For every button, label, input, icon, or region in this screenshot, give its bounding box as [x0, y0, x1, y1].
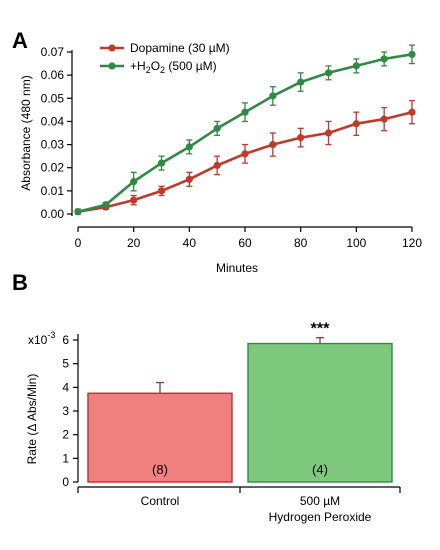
legend-marker [108, 62, 116, 70]
data-point [185, 143, 193, 151]
b-category-label: Control [141, 494, 180, 508]
b-y-tick-label: 3 [62, 404, 69, 418]
panel-a-label: A [12, 28, 28, 53]
a-y-tick-label: 0.01 [41, 184, 65, 198]
data-point [130, 178, 138, 186]
bar-n-label: (4) [312, 462, 328, 477]
b-category-label: Hydrogen Peroxide [269, 510, 372, 524]
b-y-tick-label: 5 [62, 357, 69, 371]
a-y-tick-label: 0.04 [41, 114, 65, 128]
a-y-tick-label: 0.05 [41, 91, 65, 105]
a-y-tick-label: 0.03 [41, 138, 65, 152]
b-category-label: 500 µM [300, 494, 340, 508]
data-point [213, 161, 221, 169]
legend-label: Dopamine (30 µM) [130, 41, 230, 55]
a-x-tick-label: 20 [127, 236, 141, 250]
data-point [185, 175, 193, 183]
series-line [77, 53, 413, 213]
bar [87, 392, 233, 483]
bar-n-label: (8) [152, 462, 168, 477]
b-y-tick-label: 2 [62, 428, 69, 442]
data-point [102, 201, 110, 209]
b-y-tick-label: 4 [62, 380, 69, 394]
data-point [157, 187, 166, 195]
data-point [408, 108, 416, 116]
chart-a: Absorbance (480 nm) Minutes 0.00 0.01 0.02… [19, 41, 422, 275]
a-x-tick-label: 40 [183, 236, 197, 250]
data-point [269, 92, 277, 100]
a-y-tick-label: 0.06 [41, 68, 65, 82]
data-point [213, 124, 221, 132]
data-point [241, 108, 249, 116]
data-point [297, 78, 305, 86]
a-x-tick-label: 100 [346, 236, 366, 250]
a-x-tick-label: 60 [238, 236, 252, 250]
data-point [352, 62, 360, 70]
b-y-tick-label: 6 [62, 333, 69, 347]
a-y-tick-label: 0.02 [41, 161, 65, 175]
a-x-tick-label: 0 [75, 236, 82, 250]
a-x-tick-label: 120 [402, 236, 422, 250]
data-point [297, 134, 305, 142]
a-y-tick-label: 0.00 [41, 207, 65, 221]
a-x-tick-label: 80 [294, 236, 308, 250]
a-x-axis-label: Minutes [216, 261, 258, 275]
data-point [408, 50, 416, 58]
data-point [324, 129, 333, 137]
data-point [324, 69, 333, 77]
significance-label: *** [311, 321, 330, 338]
a-y-axis-label: Absorbance (480 nm) [19, 75, 33, 190]
b-y-tick-label: 0 [62, 475, 69, 489]
a-y-tick-label: 0.07 [41, 45, 65, 59]
data-point [74, 208, 82, 216]
b-y-axis-label: Rate (Δ Abs/Min) [25, 374, 39, 465]
data-point [130, 196, 138, 204]
legend-label: +H2O2 (500 µM) [130, 59, 217, 75]
b-y-exponent: x10-3 [28, 330, 55, 347]
chart-b: Rate (Δ Abs/Min) 6 5 4 3 2 1 0 x10-3 (8) Control (… [25, 321, 401, 524]
panel-b-label: B [12, 270, 28, 295]
data-point [380, 55, 388, 63]
legend-marker [108, 44, 116, 52]
data-point [352, 120, 360, 128]
data-point [241, 150, 249, 158]
data-point [157, 159, 166, 167]
bar [247, 342, 393, 483]
series-1 [74, 44, 416, 216]
data-point [380, 115, 388, 123]
legend: Dopamine (30 µM) +H2O2 (500 µM) [100, 41, 230, 75]
data-point [269, 140, 277, 149]
b-y-tick-label: 1 [62, 451, 69, 465]
